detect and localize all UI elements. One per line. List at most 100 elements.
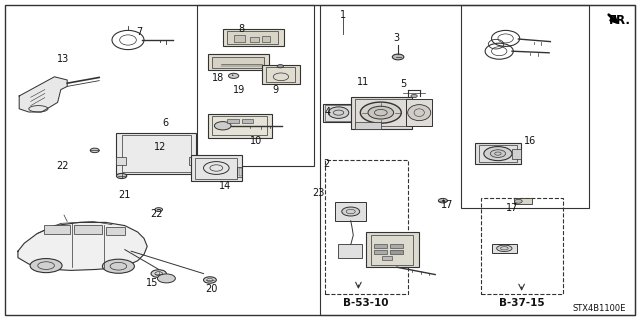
Bar	[106, 227, 125, 235]
Ellipse shape	[157, 274, 175, 283]
Bar	[481, 198, 563, 294]
Polygon shape	[18, 222, 147, 270]
Ellipse shape	[408, 105, 431, 121]
Text: 1: 1	[340, 10, 346, 20]
Ellipse shape	[90, 148, 99, 153]
Bar	[227, 119, 239, 123]
Bar	[325, 105, 352, 121]
Ellipse shape	[117, 134, 196, 173]
Text: 17: 17	[506, 203, 518, 213]
Text: 5: 5	[400, 79, 406, 89]
Text: 23: 23	[312, 188, 325, 198]
Ellipse shape	[515, 199, 522, 203]
Bar	[390, 244, 403, 248]
Bar	[514, 198, 532, 204]
Text: 19: 19	[232, 85, 245, 95]
Bar	[355, 99, 406, 126]
Ellipse shape	[368, 106, 394, 119]
Bar	[44, 225, 70, 234]
Text: 12: 12	[154, 142, 166, 152]
Ellipse shape	[328, 107, 349, 118]
Bar	[242, 119, 253, 123]
Bar	[461, 5, 589, 208]
Bar	[116, 157, 126, 165]
Text: 15: 15	[146, 278, 159, 288]
Text: 3: 3	[394, 33, 400, 44]
Ellipse shape	[392, 54, 404, 60]
Bar	[262, 65, 300, 84]
Bar	[374, 244, 387, 248]
Bar	[250, 37, 259, 42]
Bar	[116, 133, 196, 174]
Bar	[212, 57, 264, 68]
Text: 2: 2	[323, 159, 330, 169]
Bar	[323, 104, 354, 122]
Polygon shape	[19, 77, 67, 112]
Bar	[266, 67, 295, 82]
Text: 11: 11	[357, 76, 370, 87]
Ellipse shape	[277, 65, 284, 68]
Bar	[197, 5, 314, 166]
Bar	[234, 35, 245, 42]
Text: 4: 4	[324, 107, 331, 117]
Bar	[335, 202, 366, 221]
Text: 16: 16	[524, 136, 536, 146]
Text: 21: 21	[118, 190, 131, 200]
Bar	[320, 5, 635, 315]
Bar	[492, 244, 517, 253]
Text: 20: 20	[205, 284, 218, 294]
Bar	[237, 167, 242, 177]
Bar	[406, 99, 432, 126]
Bar	[351, 97, 412, 129]
Text: 22: 22	[56, 161, 69, 172]
Text: 7: 7	[136, 27, 143, 37]
Ellipse shape	[342, 207, 360, 216]
Ellipse shape	[116, 173, 127, 179]
Bar	[390, 250, 403, 254]
Ellipse shape	[497, 245, 512, 252]
Bar	[223, 29, 284, 46]
Bar	[374, 250, 387, 254]
Ellipse shape	[102, 259, 134, 273]
Bar	[74, 225, 102, 234]
Text: 17: 17	[440, 200, 453, 210]
Text: 8: 8	[239, 24, 245, 34]
Bar	[208, 114, 272, 138]
Ellipse shape	[228, 73, 239, 78]
Bar	[382, 256, 392, 260]
Bar	[189, 157, 196, 165]
Text: B-53-10: B-53-10	[343, 298, 389, 308]
Ellipse shape	[214, 122, 231, 130]
Bar	[338, 244, 362, 258]
Ellipse shape	[30, 259, 62, 273]
Bar	[191, 155, 242, 181]
Text: •: •	[230, 73, 234, 78]
Text: 9: 9	[272, 84, 278, 95]
Bar	[239, 168, 242, 176]
Bar	[475, 143, 521, 164]
Ellipse shape	[490, 150, 506, 157]
Text: 14: 14	[219, 180, 232, 191]
Ellipse shape	[411, 94, 417, 98]
Bar	[366, 232, 419, 267]
Bar	[371, 235, 413, 265]
Text: 22: 22	[150, 209, 163, 220]
Bar	[355, 122, 381, 129]
Bar	[325, 160, 408, 294]
Ellipse shape	[360, 102, 401, 123]
Ellipse shape	[155, 208, 163, 212]
Bar	[227, 31, 278, 44]
Bar	[195, 158, 237, 179]
Bar	[208, 54, 269, 70]
Text: FR.: FR.	[609, 14, 631, 28]
Text: 10: 10	[250, 136, 262, 146]
Text: 18: 18	[211, 73, 224, 84]
Text: STX4B1100E: STX4B1100E	[573, 304, 626, 313]
Ellipse shape	[151, 270, 166, 277]
Text: 6: 6	[162, 118, 168, 128]
Bar	[122, 135, 191, 172]
Text: 13: 13	[56, 54, 69, 64]
Bar	[262, 36, 270, 42]
Ellipse shape	[438, 198, 447, 203]
Bar	[512, 149, 521, 159]
